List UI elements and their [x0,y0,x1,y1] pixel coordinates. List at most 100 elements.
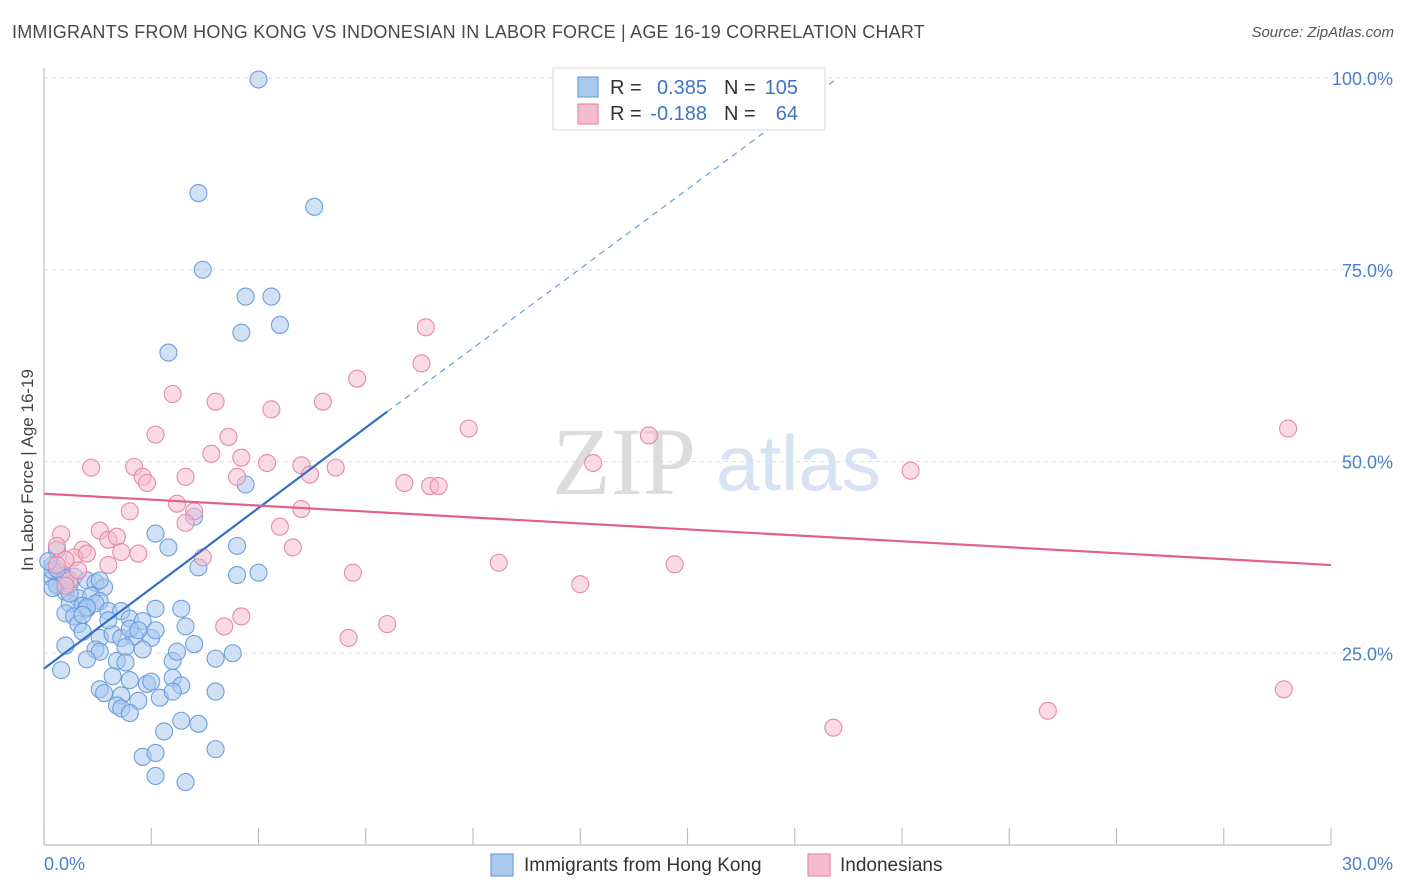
point-indonesians [206,392,225,411]
point-hong-kong [163,682,182,701]
point-indonesians [99,555,118,575]
legend-n-label-2: N = [724,103,756,125]
bottom-legend-swatch-indonesians [807,853,831,877]
point-hong-kong [129,691,148,710]
y-tick-label: 75.0% [1342,261,1393,281]
point-hong-kong [146,743,165,763]
point-hong-kong [206,740,225,759]
point-hong-kong [146,524,165,543]
y-tick-label: 100.0% [1332,69,1393,89]
watermark-atlas: atlas [716,419,881,507]
point-indonesians [1274,680,1293,699]
x-axis-ticks [43,828,1332,845]
point-hong-kong [176,773,195,792]
point-indonesians [228,467,247,486]
point-indonesians [270,517,290,536]
point-hong-kong [159,343,178,362]
point-indonesians [824,718,843,737]
point-indonesians [258,453,277,473]
point-indonesians [901,461,920,480]
point-hong-kong [228,536,247,555]
point-hong-kong [223,644,242,663]
trend-line-indonesians [43,492,1332,567]
point-hong-kong [206,682,225,701]
trend-lines [43,77,1332,670]
point-indonesians [69,561,88,580]
legend-r-value-2: -0.188 [650,103,707,125]
point-indonesians [348,369,367,388]
point-indonesians [176,467,195,486]
point-hong-kong [236,287,255,306]
point-hong-kong [206,649,225,668]
point-hong-kong [146,621,165,640]
point-indonesians [129,544,148,563]
chart-title: IMMIGRANTS FROM HONG KONG VS INDONESIAN … [12,22,925,42]
point-indonesians [112,542,131,562]
point-indonesians [489,553,508,572]
grid-lines [44,77,1392,654]
point-hong-kong [155,722,174,741]
point-hong-kong [116,653,135,672]
point-indonesians [232,607,251,626]
point-indonesians [193,548,212,567]
point-hong-kong [103,667,122,686]
point-indonesians [416,318,435,337]
trend-line-hong-kong [43,410,388,670]
source-label: Source: ZipAtlas.com [1251,24,1394,41]
point-hong-kong [249,563,268,582]
legend-n-label-1: N = [724,77,756,99]
point-hong-kong [189,714,208,733]
point-hong-kong [90,571,109,590]
point-indonesians [107,527,126,546]
point-hong-kong [228,565,247,585]
trend-line-hong-kong-extension [386,77,839,413]
point-indonesians [665,555,684,574]
point-indonesians [167,494,187,513]
bottom-legend-swatch-hong-kong [490,853,514,877]
point-indonesians [202,444,221,463]
point-hong-kong [176,617,195,636]
legend-box: R = 0.385 N = 105 R = -0.188 N = 64 [552,67,826,131]
point-indonesians [639,426,658,445]
legend-n-value-1: 105 [765,77,798,99]
point-indonesians [1038,701,1057,720]
y-tick-label: 50.0% [1342,453,1393,473]
point-hong-kong [270,315,290,335]
point-hong-kong [95,684,114,703]
point-indonesians [77,544,96,563]
point-indonesians [82,458,101,477]
point-hong-kong [77,650,96,669]
point-hong-kong [146,766,165,786]
point-hong-kong [133,640,152,659]
series-hong-kong-points [39,70,324,792]
point-indonesians [137,473,157,493]
x-tick-label-max: 30.0% [1342,854,1393,874]
point-indonesians [326,458,345,477]
legend-r-value-1: 0.385 [657,77,707,99]
point-hong-kong [120,704,139,723]
point-indonesians [47,536,66,555]
point-hong-kong [305,197,324,216]
point-hong-kong [52,661,71,680]
point-hong-kong [73,605,92,624]
point-hong-kong [172,599,191,618]
series-indonesians-points [47,318,1298,737]
point-hong-kong [167,642,187,661]
bottom-legend-indonesians: Indonesians [840,855,942,876]
point-indonesians [262,400,281,419]
point-hong-kong [146,599,165,618]
point-indonesians [56,576,75,595]
point-indonesians [283,538,302,557]
point-indonesians [219,427,238,447]
point-hong-kong [262,287,281,306]
y-tick-label: 25.0% [1342,644,1393,664]
point-indonesians [47,555,66,575]
point-indonesians [1279,419,1298,438]
point-hong-kong [232,323,251,342]
point-indonesians [163,384,182,404]
y-tick-labels: 25.0% 50.0% 75.0% 100.0% [1332,69,1393,664]
point-indonesians [412,354,431,373]
point-indonesians [313,392,332,411]
legend-r-label-1: R = [610,77,642,99]
point-indonesians [339,628,358,647]
